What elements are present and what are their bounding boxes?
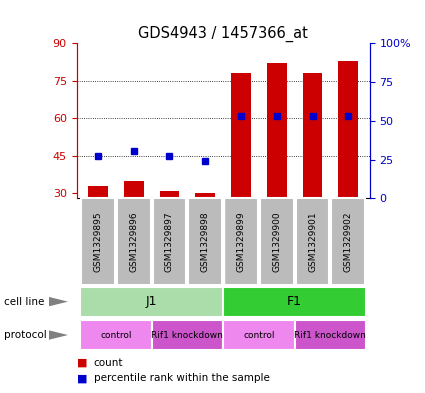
Bar — [196, 193, 215, 198]
Text: F1: F1 — [287, 295, 302, 308]
Text: control: control — [243, 331, 275, 340]
Text: GSM1329898: GSM1329898 — [201, 211, 210, 272]
Bar — [303, 73, 323, 198]
Text: percentile rank within the sample: percentile rank within the sample — [94, 373, 269, 383]
Text: Rif1 knockdown: Rif1 knockdown — [295, 331, 366, 340]
Bar — [332, 198, 365, 285]
Bar — [160, 191, 179, 198]
Text: GSM1329896: GSM1329896 — [129, 211, 138, 272]
Text: GSM1329897: GSM1329897 — [165, 211, 174, 272]
Bar — [80, 320, 152, 350]
Bar — [152, 320, 223, 350]
Text: GSM1329900: GSM1329900 — [272, 211, 281, 272]
Bar — [295, 320, 366, 350]
Bar — [81, 198, 115, 285]
Text: protocol: protocol — [4, 330, 47, 340]
Text: control: control — [100, 331, 132, 340]
Text: count: count — [94, 358, 123, 367]
Bar — [338, 61, 358, 198]
Text: GSM1329895: GSM1329895 — [94, 211, 102, 272]
Text: cell line: cell line — [4, 297, 45, 307]
Bar — [153, 198, 186, 285]
Polygon shape — [49, 297, 68, 307]
Bar — [88, 186, 108, 198]
Bar — [223, 320, 295, 350]
Text: GSM1329901: GSM1329901 — [308, 211, 317, 272]
Text: J1: J1 — [146, 295, 157, 308]
Text: Rif1 knockdown: Rif1 knockdown — [151, 331, 223, 340]
Bar — [80, 286, 223, 317]
Text: GSM1329899: GSM1329899 — [236, 211, 246, 272]
Bar — [224, 198, 258, 285]
Bar — [260, 198, 294, 285]
Bar — [188, 198, 222, 285]
Polygon shape — [49, 330, 68, 340]
Bar — [231, 73, 251, 198]
Text: ■: ■ — [76, 358, 87, 367]
Bar — [117, 198, 150, 285]
Bar — [296, 198, 329, 285]
Bar — [223, 286, 366, 317]
Text: ■: ■ — [76, 373, 87, 383]
Bar — [267, 63, 286, 198]
Title: GDS4943 / 1457366_at: GDS4943 / 1457366_at — [138, 26, 308, 42]
Bar — [124, 181, 144, 198]
Text: GSM1329902: GSM1329902 — [344, 211, 353, 272]
